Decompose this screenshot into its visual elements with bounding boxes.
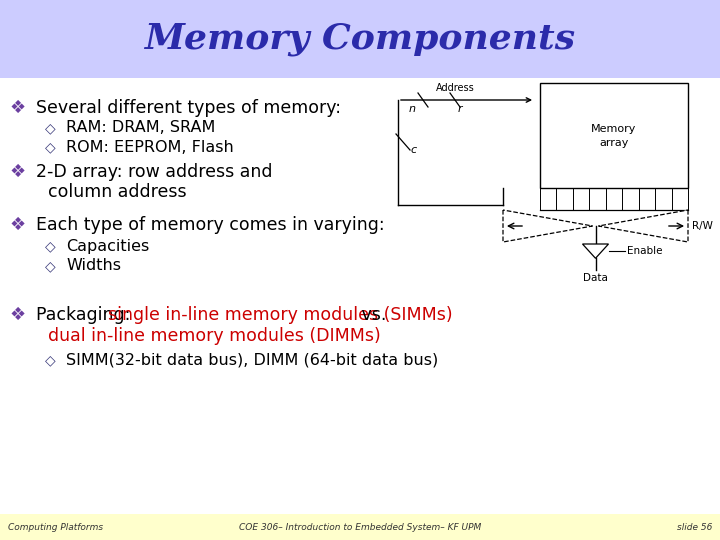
Text: Several different types of memory:: Several different types of memory: (36, 99, 341, 117)
Bar (0, 514, 720, 540)
Text: c: c (411, 145, 417, 155)
Text: ❖: ❖ (10, 216, 26, 234)
Text: vs.: vs. (356, 306, 387, 324)
Text: column address: column address (48, 183, 186, 201)
Text: Memory Components: Memory Components (145, 22, 575, 56)
Text: SIMM(32-bit data bus), DIMM (64-bit data bus): SIMM(32-bit data bus), DIMM (64-bit data… (66, 353, 438, 368)
Text: Packaging:: Packaging: (36, 306, 136, 324)
Text: ◇: ◇ (45, 353, 55, 367)
Text: COE 306– Introduction to Embedded System– KF UPM: COE 306– Introduction to Embedded System… (239, 523, 481, 531)
Text: ◇: ◇ (45, 259, 55, 273)
Text: ◇: ◇ (45, 239, 55, 253)
Text: Enable: Enable (626, 246, 662, 256)
Text: R/W: R/W (692, 221, 713, 231)
Text: Data: Data (583, 273, 608, 284)
Bar (540, 83, 688, 188)
Text: ◇: ◇ (45, 140, 55, 154)
Text: Memory: Memory (591, 124, 636, 133)
Text: Address: Address (436, 83, 475, 93)
Text: array: array (599, 138, 629, 147)
Bar (0, 0, 720, 78)
Text: dual in-line memory modules (DIMMs): dual in-line memory modules (DIMMs) (48, 327, 381, 345)
Text: Computing Platforms: Computing Platforms (8, 523, 103, 531)
Text: Widths: Widths (66, 259, 121, 273)
Text: n: n (408, 104, 415, 114)
Text: r: r (458, 104, 462, 114)
Text: 2-D array: row address and: 2-D array: row address and (36, 163, 272, 181)
Text: Capacities: Capacities (66, 239, 149, 253)
Text: ❖: ❖ (10, 306, 26, 324)
Polygon shape (582, 244, 608, 258)
Text: slide 56: slide 56 (677, 523, 712, 531)
Text: ◇: ◇ (45, 121, 55, 135)
Text: RAM: DRAM, SRAM: RAM: DRAM, SRAM (66, 120, 215, 136)
Text: single in-line memory modules (SIMMs): single in-line memory modules (SIMMs) (108, 306, 453, 324)
Polygon shape (598, 210, 688, 242)
Polygon shape (503, 210, 593, 242)
Text: Each type of memory comes in varying:: Each type of memory comes in varying: (36, 216, 384, 234)
Text: ROM: EEPROM, Flash: ROM: EEPROM, Flash (66, 139, 234, 154)
Text: ❖: ❖ (10, 163, 26, 181)
Text: ❖: ❖ (10, 99, 26, 117)
